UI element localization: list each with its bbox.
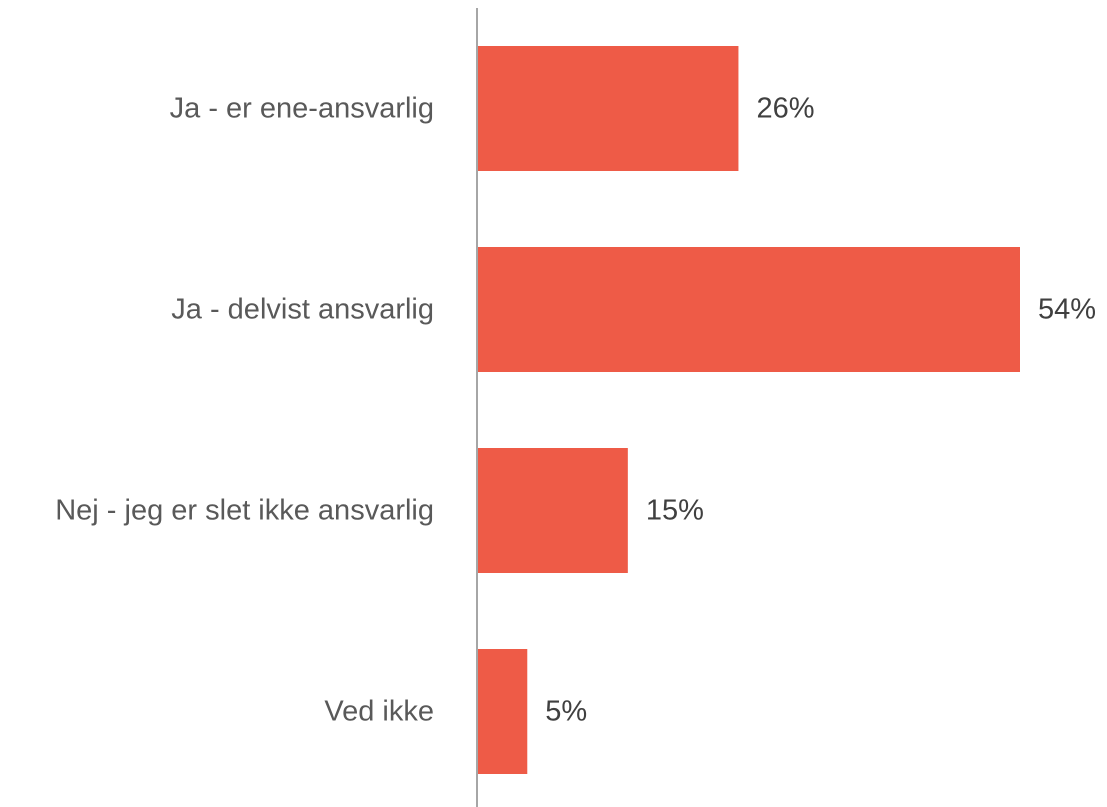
bar-2 [477,448,628,573]
bar-1 [477,247,1020,372]
bar-0 [477,46,739,171]
category-label-1: Ja - delvist ansvarlig [171,294,434,326]
value-label-3: 5% [545,696,587,728]
bar-3 [477,649,528,774]
category-label-2: Nej - jeg er slet ikke ansvarlig [55,495,434,527]
category-label-0: Ja - er ene-ansvarlig [170,93,434,125]
bars-layer [477,46,1020,774]
labels-layer: Ja - er ene-ansvarlig 26% Ja - delvist ans… [55,93,1096,728]
category-label-3: Ved ikke [324,696,434,728]
value-label-1: 54% [1038,294,1096,326]
value-label-0: 26% [756,93,814,125]
value-label-2: 15% [646,495,704,527]
